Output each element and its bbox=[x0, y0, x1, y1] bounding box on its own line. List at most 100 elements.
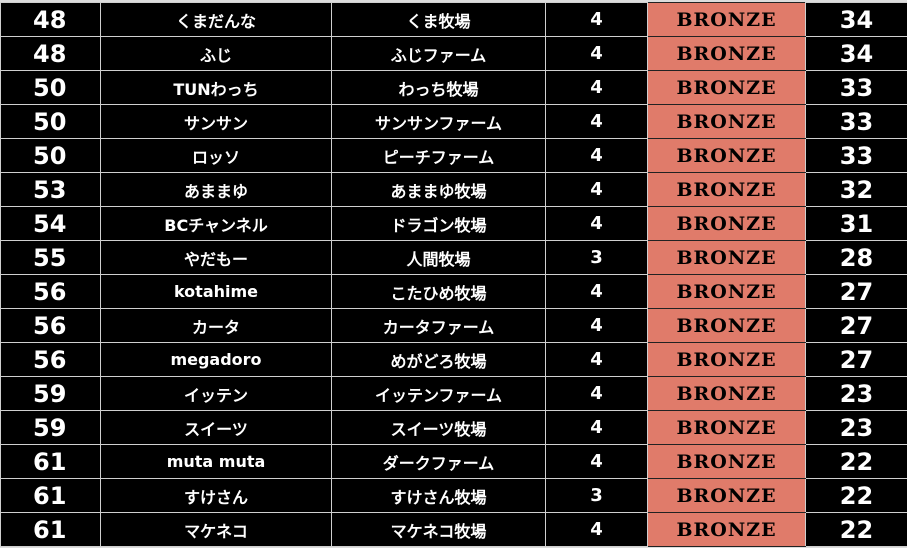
farm-name-cell: イッテンファーム bbox=[331, 376, 546, 411]
tier-badge: BRONZE bbox=[647, 138, 806, 173]
rank-cell: 61 bbox=[0, 512, 101, 547]
count-cell: 4 bbox=[545, 36, 648, 71]
tier-badge: BRONZE bbox=[647, 410, 806, 445]
table-row: 56 カータ カータファーム 4 BRONZE 27 bbox=[0, 308, 907, 343]
farm-name-cell: めがどろ牧場 bbox=[331, 342, 546, 377]
score-cell: 27 bbox=[805, 274, 907, 309]
rank-cell: 50 bbox=[0, 70, 101, 105]
table-row: 61 すけさん すけさん牧場 3 BRONZE 22 bbox=[0, 478, 907, 513]
tier-badge: BRONZE bbox=[647, 342, 806, 377]
score-cell: 27 bbox=[805, 342, 907, 377]
rank-cell: 50 bbox=[0, 138, 101, 173]
table-row: 56 kotahime こたひめ牧場 4 BRONZE 27 bbox=[0, 274, 907, 309]
player-name-cell: megadoro bbox=[100, 342, 332, 377]
tier-badge: BRONZE bbox=[647, 308, 806, 343]
rank-cell: 55 bbox=[0, 240, 101, 275]
rank-cell: 48 bbox=[0, 2, 101, 37]
score-cell: 34 bbox=[805, 2, 907, 37]
farm-name-cell: ドラゴン牧場 bbox=[331, 206, 546, 241]
rank-cell: 56 bbox=[0, 274, 101, 309]
score-cell: 23 bbox=[805, 410, 907, 445]
table-row: 48 ふじ ふじファーム 4 BRONZE 34 bbox=[0, 36, 907, 71]
score-cell: 22 bbox=[805, 512, 907, 547]
player-name-cell: kotahime bbox=[100, 274, 332, 309]
rank-cell: 59 bbox=[0, 410, 101, 445]
player-name-cell: ふじ bbox=[100, 36, 332, 71]
tier-badge: BRONZE bbox=[647, 104, 806, 139]
rank-cell: 59 bbox=[0, 376, 101, 411]
count-cell: 4 bbox=[545, 138, 648, 173]
count-cell: 3 bbox=[545, 240, 648, 275]
score-cell: 34 bbox=[805, 36, 907, 71]
tier-badge: BRONZE bbox=[647, 206, 806, 241]
score-cell: 22 bbox=[805, 478, 907, 513]
farm-name-cell: こたひめ牧場 bbox=[331, 274, 546, 309]
count-cell: 3 bbox=[545, 478, 648, 513]
score-cell: 23 bbox=[805, 376, 907, 411]
player-name-cell: くまだんな bbox=[100, 2, 332, 37]
score-cell: 33 bbox=[805, 70, 907, 105]
farm-name-cell: マケネコ牧場 bbox=[331, 512, 546, 547]
table-row: 61 muta muta ダークファーム 4 BRONZE 22 bbox=[0, 444, 907, 479]
farm-name-cell: ピーチファーム bbox=[331, 138, 546, 173]
rank-cell: 48 bbox=[0, 36, 101, 71]
rank-cell: 50 bbox=[0, 104, 101, 139]
count-cell: 4 bbox=[545, 342, 648, 377]
farm-name-cell: すけさん牧場 bbox=[331, 478, 546, 513]
tier-badge: BRONZE bbox=[647, 376, 806, 411]
count-cell: 4 bbox=[545, 104, 648, 139]
count-cell: 4 bbox=[545, 206, 648, 241]
tier-badge: BRONZE bbox=[647, 240, 806, 275]
score-cell: 28 bbox=[805, 240, 907, 275]
rank-cell: 61 bbox=[0, 444, 101, 479]
table-row: 48 くまだんな くま牧場 4 BRONZE 34 bbox=[0, 2, 907, 37]
tier-badge: BRONZE bbox=[647, 274, 806, 309]
player-name-cell: マケネコ bbox=[100, 512, 332, 547]
tier-badge: BRONZE bbox=[647, 70, 806, 105]
player-name-cell: TUNわっち bbox=[100, 70, 332, 105]
player-name-cell: イッテン bbox=[100, 376, 332, 411]
count-cell: 4 bbox=[545, 2, 648, 37]
table-row: 56 megadoro めがどろ牧場 4 BRONZE 27 bbox=[0, 342, 907, 377]
player-name-cell: muta muta bbox=[100, 444, 332, 479]
score-cell: 33 bbox=[805, 138, 907, 173]
farm-name-cell: ダークファーム bbox=[331, 444, 546, 479]
table-row: 54 BCチャンネル ドラゴン牧場 4 BRONZE 31 bbox=[0, 206, 907, 241]
player-name-cell: あままゆ bbox=[100, 172, 332, 207]
rank-cell: 54 bbox=[0, 206, 101, 241]
tier-badge: BRONZE bbox=[647, 512, 806, 547]
score-cell: 32 bbox=[805, 172, 907, 207]
rank-cell: 53 bbox=[0, 172, 101, 207]
table-row: 50 TUNわっち わっち牧場 4 BRONZE 33 bbox=[0, 70, 907, 105]
tier-badge: BRONZE bbox=[647, 2, 806, 37]
farm-name-cell: くま牧場 bbox=[331, 2, 546, 37]
tier-badge: BRONZE bbox=[647, 478, 806, 513]
count-cell: 4 bbox=[545, 172, 648, 207]
score-cell: 22 bbox=[805, 444, 907, 479]
count-cell: 4 bbox=[545, 512, 648, 547]
count-cell: 4 bbox=[545, 308, 648, 343]
tier-badge: BRONZE bbox=[647, 172, 806, 207]
player-name-cell: スイーツ bbox=[100, 410, 332, 445]
score-cell: 27 bbox=[805, 308, 907, 343]
farm-name-cell: あままゆ牧場 bbox=[331, 172, 546, 207]
player-name-cell: BCチャンネル bbox=[100, 206, 332, 241]
farm-name-cell: ふじファーム bbox=[331, 36, 546, 71]
count-cell: 4 bbox=[545, 444, 648, 479]
rank-cell: 61 bbox=[0, 478, 101, 513]
count-cell: 4 bbox=[545, 274, 648, 309]
table-row: 53 あままゆ あままゆ牧場 4 BRONZE 32 bbox=[0, 172, 907, 207]
score-cell: 33 bbox=[805, 104, 907, 139]
rank-cell: 56 bbox=[0, 308, 101, 343]
tier-badge: BRONZE bbox=[647, 36, 806, 71]
table-row: 61 マケネコ マケネコ牧場 4 BRONZE 22 bbox=[0, 512, 907, 547]
table-row: 50 サンサン サンサンファーム 4 BRONZE 33 bbox=[0, 104, 907, 139]
tier-badge: BRONZE bbox=[647, 444, 806, 479]
count-cell: 4 bbox=[545, 410, 648, 445]
player-name-cell: ロッソ bbox=[100, 138, 332, 173]
count-cell: 4 bbox=[545, 376, 648, 411]
farm-name-cell: カータファーム bbox=[331, 308, 546, 343]
player-name-cell: すけさん bbox=[100, 478, 332, 513]
table-row: 59 イッテン イッテンファーム 4 BRONZE 23 bbox=[0, 376, 907, 411]
